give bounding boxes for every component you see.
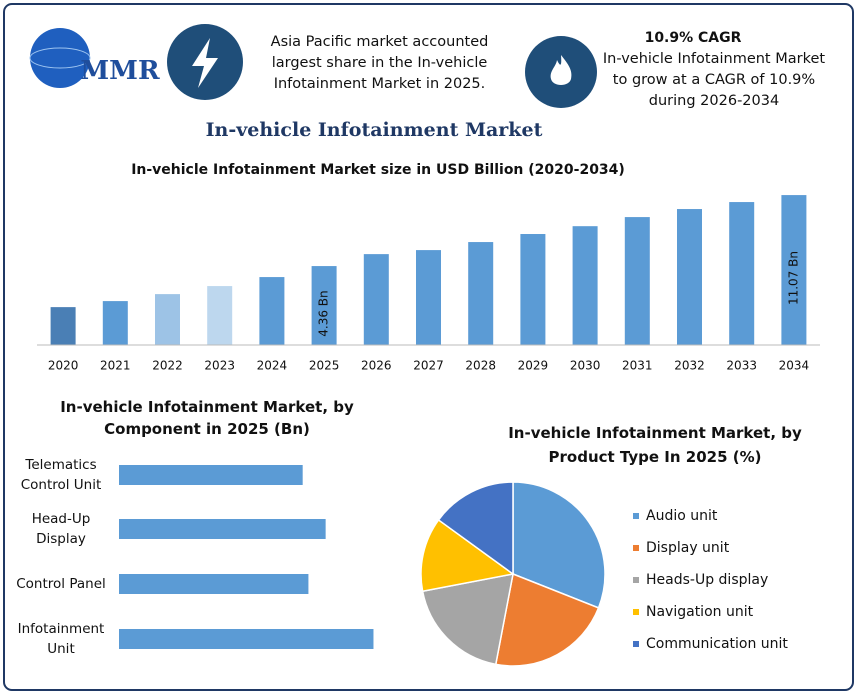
bar — [677, 209, 702, 345]
icon-flame — [550, 55, 572, 85]
bar — [119, 519, 326, 539]
x-tick-label: 2032 — [674, 359, 705, 373]
bar — [102, 301, 128, 345]
chart-title: In-vehicle Infotainment Market size in U… — [131, 162, 625, 178]
chart-title: In-vehicle Infotainment Market, by Compo… — [60, 398, 354, 438]
legend-swatch — [633, 513, 639, 519]
value-label: 11.07 Bn — [786, 251, 800, 305]
x-tick-label: 2023 — [204, 359, 235, 373]
value-label: 4.36 Bn — [317, 290, 331, 336]
legend-label: Communication unit — [646, 636, 788, 652]
legend-swatch — [633, 609, 639, 615]
x-tick-label: 2024 — [257, 359, 288, 373]
y-tick-label: Head-Up Display — [31, 511, 91, 547]
bar — [155, 294, 180, 345]
legend-label: Navigation unit — [646, 604, 754, 620]
pie-slice — [437, 481, 514, 576]
bar — [781, 195, 807, 345]
info-text: Asia Pacific market accounted largest sh… — [270, 34, 489, 92]
logo-globe — [30, 28, 90, 88]
x-tick-label: 2026 — [361, 359, 392, 373]
x-tick-label: 2029 — [518, 359, 549, 373]
legend-swatch — [633, 641, 639, 647]
bar — [207, 286, 233, 345]
y-tick-label: Telematics Control Unit — [20, 457, 102, 493]
y-tick-label: Control Panel — [16, 576, 106, 592]
bar — [624, 217, 650, 345]
bar — [259, 277, 285, 345]
bar — [311, 266, 337, 345]
x-tick-label: 2027 — [413, 359, 444, 373]
bar — [468, 242, 494, 345]
legend-label: Heads-Up display — [646, 572, 768, 588]
bar — [520, 234, 546, 345]
bar — [729, 202, 755, 345]
x-tick-label: 2021 — [100, 359, 131, 373]
frame — [3, 3, 854, 691]
bar — [363, 254, 389, 345]
pie-slice — [512, 481, 606, 609]
x-tick-label: 2031 — [622, 359, 653, 373]
cagr-text: In-vehicle Infotainment Market to grow a… — [602, 51, 826, 109]
bar — [50, 307, 76, 345]
pie-slice — [421, 573, 514, 666]
icon-bolt — [192, 38, 218, 88]
x-tick-label: 2030 — [570, 359, 601, 373]
bar — [119, 465, 303, 485]
bar — [572, 226, 598, 345]
pie-slice — [494, 572, 600, 667]
page-title: In-vehicle Infotainment Market — [206, 119, 543, 141]
chart-title: In-vehicle Infotainment Market, by Produ… — [508, 424, 802, 466]
legend-swatch — [633, 545, 639, 551]
bar — [119, 629, 374, 649]
x-tick-label: 2020 — [48, 359, 79, 373]
bar — [416, 250, 441, 345]
x-tick-label: 2028 — [465, 359, 496, 373]
legend-label: Display unit — [646, 540, 730, 556]
logo-orbit — [29, 47, 91, 69]
x-tick-label: 2034 — [779, 359, 810, 373]
y-tick-label: Infotainment Unit — [17, 621, 105, 657]
logo-text: MMR — [80, 56, 160, 86]
bar — [119, 574, 309, 594]
cagr-title: 10.9% CAGR — [644, 30, 742, 46]
legend-swatch — [633, 577, 639, 583]
x-tick-label: 2022 — [152, 359, 183, 373]
x-tick-label: 2025 — [309, 359, 340, 373]
x-tick-label: 2033 — [726, 359, 757, 373]
pie-slice — [420, 518, 515, 593]
legend-label: Audio unit — [646, 508, 718, 524]
